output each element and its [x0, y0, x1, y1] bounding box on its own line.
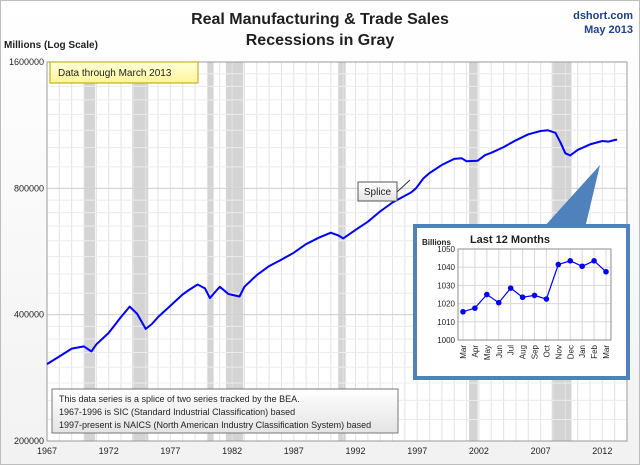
inset-data-point — [555, 261, 562, 268]
inset-data-point — [591, 258, 597, 264]
inset-x-tick-label: Apr — [471, 345, 480, 358]
inset-y-tick-label: 1040 — [437, 263, 455, 272]
data-through-text: Data through March 2013 — [58, 68, 172, 79]
inset-title: Last 12 Months — [470, 234, 550, 246]
inset-x-tick-label: Nov — [554, 345, 563, 359]
x-tick-label: 1997 — [407, 446, 427, 456]
inset-data-point — [460, 308, 466, 315]
recession-band — [225, 62, 244, 441]
x-tick-label: 1967 — [37, 446, 57, 456]
inset-x-tick-label: Sep — [531, 344, 540, 359]
x-tick-label: 1982 — [222, 446, 242, 456]
splice-box — [357, 181, 398, 202]
y-tick-label: 1600000 — [9, 57, 44, 67]
inset-x-tick-label: Dec — [566, 345, 575, 359]
inset-data-point — [603, 268, 609, 275]
inset-chart: Last 12 Months Billions 1050 1040 1030 1020… — [413, 224, 630, 380]
splice-text: Splice — [364, 187, 392, 198]
date-label: May 2013 — [584, 24, 633, 36]
x-tick-label: 1992 — [345, 446, 365, 456]
bea-note-line-1: This data series is a splice of two seri… — [59, 394, 300, 404]
x-tick-label: 1972 — [99, 446, 119, 456]
chart-subtitle: Recessions in Gray — [246, 32, 395, 49]
inset-data-point — [507, 285, 514, 291]
sales-series-line — [46, 129, 618, 365]
bea-note-line-2: 1967-1996 is SIC (Standard Industrial Cl… — [59, 407, 295, 417]
inset-x-tick-label: Oct — [542, 344, 551, 357]
bea-note-line-3: 1997-present is NAICS (North American In… — [59, 420, 371, 430]
data-through-box — [49, 61, 199, 84]
x-tick-label: 1977 — [160, 446, 180, 456]
inset-y-tick-label: 1020 — [437, 300, 455, 309]
inset-plot-border — [457, 248, 612, 341]
inset-data-point — [472, 305, 478, 311]
splice-callout: Splice — [357, 179, 411, 202]
x-tick-label: 1987 — [284, 446, 304, 456]
splice-pointer — [396, 179, 411, 193]
inset-data-point — [579, 263, 585, 270]
inset-y-label: Billions — [422, 238, 451, 247]
inset-data-point — [495, 299, 502, 306]
inset-zoom-wedge — [543, 165, 600, 228]
inset-x-tick-label: May — [483, 345, 492, 360]
y-axis-label: Millions (Log Scale) — [4, 40, 98, 51]
inset-y-tick-label: 1010 — [437, 318, 455, 327]
inset-x-tick-label: Aug — [519, 345, 528, 359]
x-tick-label: 2002 — [469, 446, 489, 456]
inset-x-tick-label: Jul — [507, 345, 516, 355]
inset-y-tick-label: 1030 — [437, 281, 455, 290]
data-through-note: Data through March 2013 — [49, 61, 199, 84]
y-tick-label: 200000 — [14, 436, 44, 446]
y-tick-label: 400000 — [14, 310, 44, 320]
inset-data-point — [519, 294, 526, 301]
inset-x-tick-label: Feb — [590, 344, 599, 358]
recession-band — [207, 62, 214, 441]
inset-y-tick-label: 1050 — [437, 245, 455, 254]
chart-title: Real Manufacturing & Trade Sales — [191, 11, 449, 28]
source-label: dshort.com — [573, 10, 633, 22]
inset-x-tick-label: Jan — [578, 345, 587, 358]
inset-x-tick-label: Jun — [495, 345, 504, 358]
inset-data-point — [543, 296, 550, 302]
recession-band — [338, 62, 346, 441]
inset-x-tick-label: Mar — [459, 345, 468, 359]
x-tick-label: 2012 — [592, 446, 612, 456]
inset-frame — [413, 224, 630, 380]
recession-band — [84, 62, 96, 441]
inset-y-tick-label: 1000 — [437, 336, 455, 345]
bea-note: This data series is a splice of two seri… — [51, 388, 399, 434]
recession-band — [132, 62, 149, 441]
x-tick-label: 2007 — [531, 446, 551, 456]
inset-data-point — [531, 292, 538, 299]
y-tick-label: 800000 — [14, 183, 44, 193]
bea-note-box — [51, 388, 399, 434]
inset-x-tick-label: Mar — [602, 345, 611, 359]
inset-data-point — [567, 258, 574, 264]
inset-data-point — [484, 291, 490, 298]
